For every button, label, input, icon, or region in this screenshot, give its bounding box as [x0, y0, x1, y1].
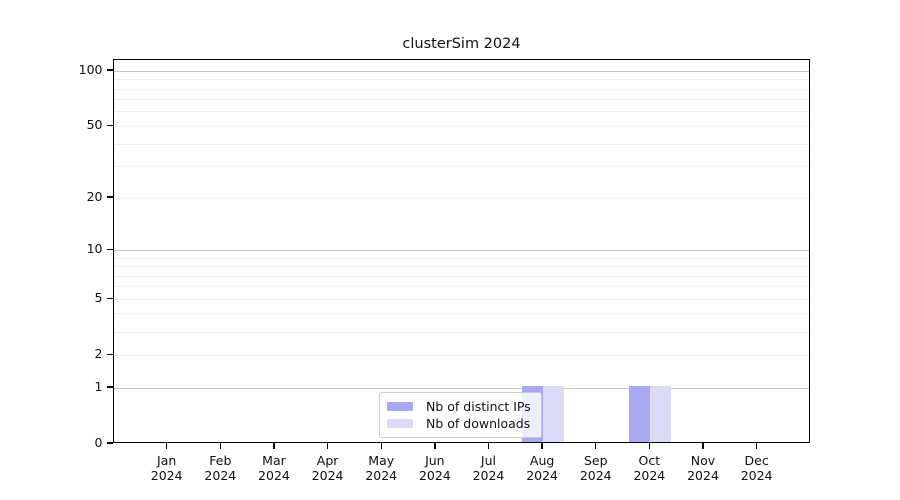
gridline-y-4	[114, 313, 809, 315]
x-tick-apr	[326, 443, 329, 449]
legend-item-downloads: Nb of downloads	[387, 415, 533, 432]
x-tick-mar	[273, 443, 275, 449]
legend-item-distinct-ips: Nb of distinct IPs	[387, 398, 533, 415]
gridline-y-1	[114, 387, 809, 389]
gridline-y-2	[114, 354, 809, 356]
gridline-y-10	[114, 249, 809, 251]
legend-swatch-distinct-ips-icon	[387, 402, 413, 411]
y-tick-100	[106, 69, 113, 71]
legend-swatch-downloads-icon	[387, 419, 413, 428]
x-tick-label-feb: Feb 2024	[204, 452, 237, 483]
y-tick-label-0: 0	[94, 435, 103, 450]
y-tick-2	[106, 353, 113, 355]
legend-label-downloads: Nb of downloads	[426, 416, 531, 431]
gridline-y-90	[114, 79, 809, 81]
y-tick-label-10: 10	[86, 241, 103, 257]
y-tick-label-2: 2	[94, 346, 103, 362]
y-tick-5	[106, 297, 113, 299]
x-tick-label-apr: Apr 2024	[311, 452, 344, 483]
gridline-y-70	[114, 99, 809, 101]
gridline-y-100	[114, 70, 809, 72]
gridline-y-8	[114, 266, 809, 267]
x-tick-dec	[755, 443, 758, 449]
gridline-y-80	[114, 88, 809, 90]
x-tick-label-nov: Nov 2024	[687, 452, 719, 483]
gridline-y-40	[114, 143, 809, 145]
legend-label-distinct-ips: Nb of distinct IPs	[426, 399, 531, 414]
y-tick-label-20: 20	[86, 189, 103, 205]
x-tick-aug	[541, 443, 543, 449]
y-tick-label-5: 5	[94, 290, 103, 306]
y-tick-20	[106, 196, 113, 198]
x-tick-feb	[219, 443, 222, 449]
gridline-y-7	[114, 275, 809, 277]
gridline-y-3	[114, 331, 809, 333]
y-tick-label-100: 100	[78, 62, 103, 78]
y-tick-10	[106, 248, 113, 250]
y-tick-1	[106, 386, 113, 388]
x-tick-label-sep: Sep 2024	[579, 452, 612, 483]
bar-distinct-ips-oct	[629, 386, 651, 442]
gridline-y-20	[114, 197, 809, 199]
x-tick-oct	[648, 443, 651, 449]
x-tick-jan	[166, 443, 168, 449]
x-tick-label-jul: Jul 2024	[472, 452, 505, 483]
legend: Nb of distinct IPs Nb of downloads	[379, 392, 542, 438]
x-tick-label-aug: Aug 2024	[526, 452, 559, 483]
bar-downloads-oct	[650, 386, 672, 442]
x-tick-jun	[434, 443, 436, 449]
x-tick-label-dec: Dec 2024	[740, 452, 773, 483]
x-tick-label-may: May 2024	[365, 452, 398, 483]
gridline-y-30	[114, 166, 809, 168]
x-tick-sep	[595, 443, 597, 449]
x-tick-nov	[702, 443, 704, 449]
gridline-y-60	[114, 111, 809, 113]
x-tick-label-oct: Oct 2024	[633, 452, 666, 483]
y-tick-label-50: 50	[86, 117, 103, 133]
gridline-y-5	[114, 298, 809, 300]
chart-title: clusterSim 2024	[402, 36, 521, 52]
x-tick-jul	[487, 443, 490, 449]
gridline-y-9	[114, 257, 809, 259]
bar-downloads-aug	[543, 386, 565, 442]
x-tick-label-jun: Jun 2024	[418, 452, 451, 483]
x-tick-label-mar: Mar 2024	[258, 452, 290, 483]
x-tick-label-jan: Jan 2024	[150, 452, 183, 483]
plot-area: Nb of distinct IPs Nb of downloads	[113, 59, 810, 443]
y-tick-50	[106, 124, 113, 127]
y-tick-0	[106, 442, 113, 444]
y-tick-label-1: 1	[94, 379, 103, 394]
gridline-y-6	[114, 286, 809, 288]
x-tick-may	[380, 443, 382, 449]
gridline-y-50	[114, 125, 809, 127]
